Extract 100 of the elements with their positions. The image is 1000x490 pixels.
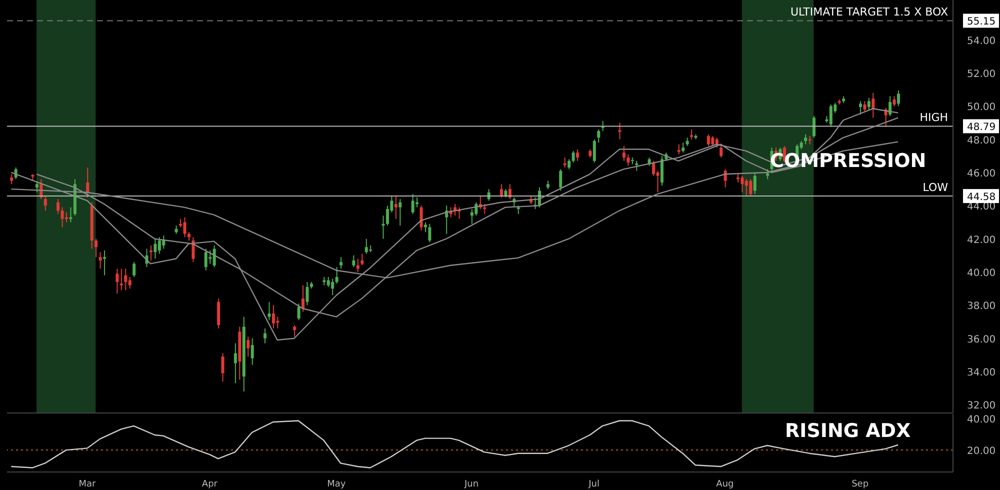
ref-line-label: HIGH xyxy=(920,111,948,124)
candlestick xyxy=(217,298,220,329)
annotation: RISING ADX xyxy=(785,420,911,442)
candlestick xyxy=(559,168,562,192)
candlestick xyxy=(246,336,250,358)
candlestick xyxy=(749,178,752,197)
candlestick xyxy=(297,303,300,321)
candlestick xyxy=(804,134,808,145)
candlestick xyxy=(601,120,604,132)
candlestick xyxy=(394,195,398,220)
candlestick xyxy=(896,90,900,107)
y-tick-label: 40.00 xyxy=(967,268,996,280)
y-tick-label: 50.00 xyxy=(967,102,996,114)
candlestick xyxy=(411,194,414,214)
candlestick xyxy=(576,148,580,162)
candlestick xyxy=(264,328,267,344)
candlestick xyxy=(132,262,136,278)
candlestick xyxy=(154,238,157,260)
x-tick-label: Jun xyxy=(464,479,479,490)
candlestick xyxy=(424,222,427,233)
candlestick xyxy=(420,205,423,232)
candlestick xyxy=(360,253,364,266)
y-tick-label: 52.00 xyxy=(967,68,996,80)
candlestick xyxy=(128,276,132,290)
candlestick xyxy=(98,252,102,270)
y-tick-label: 40.00 xyxy=(967,414,996,426)
candlestick xyxy=(149,244,152,261)
candlestick xyxy=(162,235,166,250)
y-tick-label: 44.58 xyxy=(967,192,996,204)
candlestick xyxy=(212,244,216,268)
candlestick xyxy=(103,250,106,276)
y-tick-label: 48.79 xyxy=(967,122,996,134)
candlestick xyxy=(618,122,622,140)
x-tick-label: May xyxy=(327,479,346,490)
candlestick xyxy=(293,324,296,338)
candlestick xyxy=(326,276,330,288)
candlestick xyxy=(740,175,744,193)
candlestick xyxy=(635,160,638,172)
candlestick xyxy=(858,100,862,115)
y-tick-label: 32.00 xyxy=(967,400,996,412)
candlestick xyxy=(888,96,892,117)
candlestick xyxy=(364,238,368,254)
candlestick xyxy=(306,281,309,306)
candlestick xyxy=(622,145,626,162)
candlestick xyxy=(428,223,432,243)
candlestick xyxy=(572,150,575,164)
candlestick xyxy=(568,158,571,170)
candlestick xyxy=(706,134,710,146)
candlestick xyxy=(592,138,596,164)
candlestick xyxy=(677,144,680,155)
candlestick xyxy=(94,238,98,258)
candlestick xyxy=(753,172,756,195)
candlestick xyxy=(352,254,356,268)
candlestick xyxy=(508,184,512,200)
candlestick xyxy=(120,268,123,291)
candlestick xyxy=(272,304,275,329)
candlestick xyxy=(276,316,280,329)
candlestick xyxy=(470,208,474,224)
candlestick xyxy=(234,342,237,384)
y-tick-label: 38.00 xyxy=(967,301,996,312)
x-tick-label: Sep xyxy=(852,479,869,490)
candlestick xyxy=(398,198,402,226)
y-tick-label: 48.00 xyxy=(967,135,996,146)
candlestick xyxy=(382,215,385,240)
candlestick xyxy=(500,184,504,198)
candlestick xyxy=(808,136,812,145)
candlestick xyxy=(867,97,870,110)
candlestick xyxy=(124,268,128,291)
candlestick xyxy=(682,142,685,154)
candlestick xyxy=(483,204,486,214)
candlestick xyxy=(812,116,816,138)
x-tick-label: Aug xyxy=(716,479,734,490)
candlestick xyxy=(158,236,161,254)
ref-line-label: ULTIMATE TARGET 1.5 X BOX xyxy=(790,6,948,19)
candlestick xyxy=(660,155,664,186)
ref-line-label: LOW xyxy=(922,181,948,194)
candlestick xyxy=(766,168,770,180)
candlestick xyxy=(563,157,566,168)
candlestick xyxy=(183,216,186,238)
y-tick-label: 42.00 xyxy=(967,234,996,246)
candlestick xyxy=(204,248,208,271)
y-tick-label: 36.00 xyxy=(967,334,996,346)
candlestick xyxy=(335,266,338,284)
y-tick-label: 54.00 xyxy=(967,36,996,47)
candlestick xyxy=(872,92,875,118)
candlestick xyxy=(892,96,896,107)
candlestick xyxy=(250,338,254,366)
y-tick-label: 34.00 xyxy=(967,368,996,379)
x-tick-label: Mar xyxy=(78,479,96,490)
x-tick-label: Apr xyxy=(202,479,218,490)
y-tick-label: 20.00 xyxy=(967,446,996,458)
candlestick xyxy=(331,278,334,296)
candlestick xyxy=(340,256,343,270)
candlestick xyxy=(652,160,656,176)
candlestick xyxy=(302,284,305,312)
candlestick xyxy=(690,128,694,140)
candlestick xyxy=(86,167,90,198)
candlestick xyxy=(221,352,224,382)
candlestick xyxy=(626,154,630,166)
candlestick xyxy=(116,268,119,294)
